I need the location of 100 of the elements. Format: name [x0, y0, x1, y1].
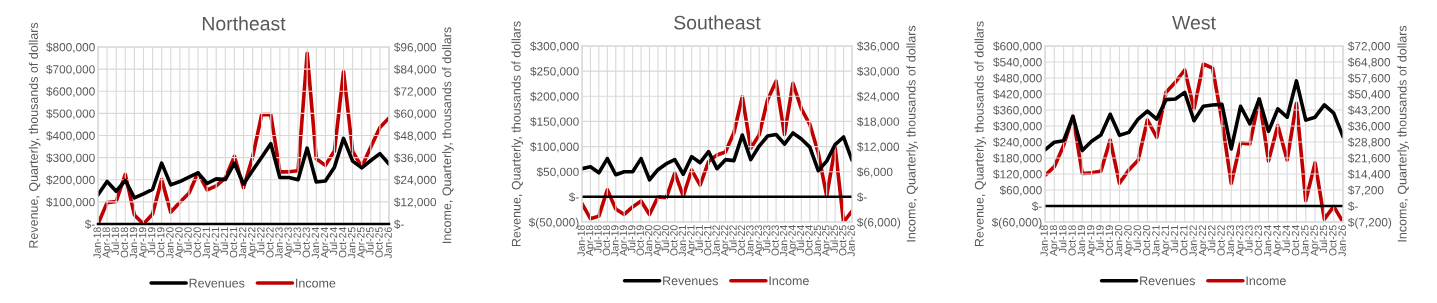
x-tick-label: Jul-21 [1170, 225, 1179, 253]
x-tick-label: Apr-20 [653, 225, 663, 257]
y2-tick-label: $7,200 [1347, 185, 1384, 196]
legend-label: Income [1246, 276, 1286, 286]
x-tick-label: Jan-20 [1114, 225, 1123, 257]
x-tick-label: Jul-24 [329, 227, 338, 255]
y2-tick-label: $6,000 [856, 167, 893, 178]
x-tick-label: Jul-20 [661, 225, 670, 253]
x-tick-label: Jul-23 [762, 225, 771, 253]
y-tick-label: $- [568, 192, 579, 202]
x-tick-label: Oct-21 [703, 225, 712, 256]
y2-tick-label: $36,000 [856, 41, 900, 52]
line-series [582, 131, 852, 182]
x-tick-label: Oct-18 [602, 225, 611, 256]
x-tick-label: Oct-25 [375, 227, 383, 258]
x-tick-label: Jul-25 [1319, 225, 1328, 253]
y2-tick-label: $28,800 [1347, 137, 1391, 148]
x-tick-label: Apr-21 [1161, 225, 1171, 257]
y-tick-label: $50,000 [536, 167, 579, 178]
x-tick-label: Apr-20 [175, 227, 185, 259]
x-tick-label: Jan-18 [1040, 225, 1048, 257]
y-tick-label: $600,000 [993, 41, 1042, 52]
x-tick-label: Jul-20 [1133, 225, 1141, 253]
y2-tick-label: $12,000 [393, 197, 437, 208]
x-tick-label: Oct-18 [1068, 225, 1076, 256]
y2-tick-label: $96,000 [393, 42, 437, 53]
x-tick-label: Jan-26 [384, 227, 392, 259]
x-tick-label: Jan-26 [1338, 225, 1346, 257]
y2-axis-title: Income, Quarterly, thousands of dollars [906, 25, 919, 242]
y2-tick-label: $57,600 [1347, 73, 1391, 84]
x-tick-label: Apr-18 [585, 225, 596, 257]
y2-tick-label: $(7,200) [1347, 217, 1392, 229]
x-tick-label: Oct-24 [338, 227, 347, 258]
x-tick-label: Jul-24 [796, 225, 805, 253]
y2-axis-title: Income, Quarterly, thousands of dollars [1397, 25, 1410, 242]
y2-tick-label: $- [856, 192, 867, 202]
x-tick-label: Oct-23 [771, 225, 779, 256]
x-tick-label: Apr-24 [320, 227, 331, 259]
y2-tick-label: $84,000 [393, 64, 437, 75]
legend-label: Income [769, 276, 809, 286]
line-series [1045, 79, 1343, 153]
x-tick-label: Jul-21 [220, 227, 229, 255]
legend-label: Revenues [189, 278, 245, 288]
x-tick-label: Jan-23 [1226, 225, 1235, 257]
x-tick-label: Oct-18 [120, 227, 129, 258]
y2-tick-label: $43,200 [1347, 105, 1391, 116]
y-tick-label: $200,000 [46, 175, 95, 186]
y-axis-title: Revenue, Quarterly, thousands of dollars [511, 21, 524, 247]
x-tick-label: Oct-20 [1142, 225, 1151, 256]
x-tick-label: Jul-22 [1207, 225, 1216, 253]
line-series [98, 51, 389, 224]
x-tick-label: Apr-20 [1124, 225, 1134, 257]
x-tick-label: Apr-22 [720, 225, 731, 257]
x-tick-label: Apr-22 [248, 227, 258, 259]
x-tick-label: Apr-24 [788, 225, 798, 257]
y-tick-label: $- [84, 219, 95, 230]
x-tick-label: Apr-21 [687, 225, 697, 257]
x-tick-label: Apr-21 [211, 227, 222, 259]
x-tick-label: Jan-24 [311, 227, 320, 259]
x-tick-label: Oct-22 [266, 227, 274, 258]
y-tick-label: $360,000 [993, 105, 1042, 116]
x-tick-label: Jan-23 [275, 227, 283, 259]
legend-label: Revenues [663, 276, 718, 286]
y-tick-label: $420,000 [993, 89, 1042, 100]
x-tick-label: Jan-24 [779, 225, 788, 257]
y-axis-title: Revenue, Quarterly, thousands of dollars [974, 21, 987, 247]
y2-tick-label: $14,400 [1347, 169, 1391, 180]
chart-title: Southeast [674, 15, 761, 30]
x-tick-label: Apr-23 [284, 227, 294, 259]
y2-tick-label: $21,600 [1347, 153, 1391, 164]
y2-tick-label: $60,000 [393, 108, 437, 120]
x-tick-label: Jul-18 [594, 225, 602, 253]
x-tick-label: Jan-20 [644, 225, 653, 257]
x-tick-label: Jul-24 [1282, 225, 1290, 253]
y-tick-label: $800,000 [46, 42, 95, 53]
y-tick-label: $100,000 [46, 197, 95, 208]
x-tick-label: Jul-23 [1245, 225, 1253, 253]
y2-tick-label: $24,000 [856, 91, 900, 103]
x-tick-label: Jan-25 [348, 227, 356, 259]
x-tick-label: Oct-19 [636, 225, 644, 256]
y-tick-label: $300,000 [530, 41, 579, 52]
x-tick-label: Apr-23 [1235, 225, 1246, 257]
chart-title: West [1172, 15, 1216, 30]
x-tick-label: Apr-18 [1049, 225, 1060, 257]
y-tick-label: $400,000 [46, 131, 95, 142]
y-tick-label: $600,000 [46, 86, 95, 98]
x-tick-label: Jan-23 [746, 225, 754, 257]
x-tick-label: Oct-25 [838, 225, 847, 256]
x-tick-label: Oct-21 [229, 227, 238, 258]
x-tick-label: Apr-19 [619, 225, 630, 257]
x-tick-label: Jan-22 [712, 225, 720, 257]
y2-tick-label: $12,000 [856, 142, 900, 153]
chart-title: Northeast [202, 16, 286, 31]
x-tick-label: Apr-19 [138, 227, 149, 259]
x-tick-label: Jul-20 [184, 227, 192, 255]
x-tick-label: Jan-20 [166, 227, 174, 259]
y2-tick-label: $18,000 [856, 116, 900, 128]
y-tick-label: $300,000 [46, 153, 95, 164]
x-tick-label: Apr-19 [1086, 225, 1097, 257]
x-tick-label: Jan-25 [813, 225, 822, 257]
